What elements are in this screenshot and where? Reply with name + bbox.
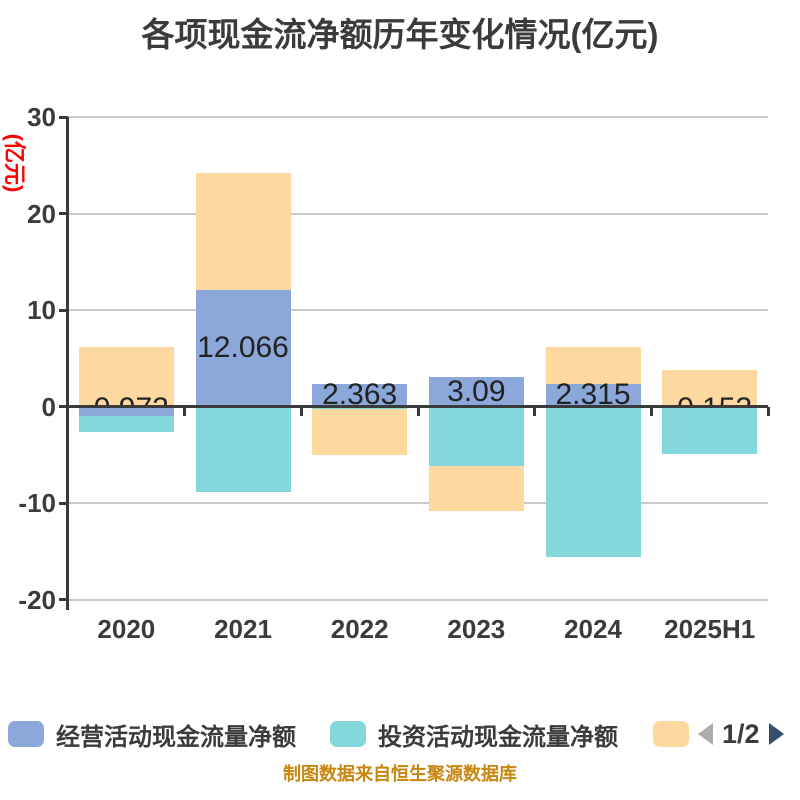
y-axis-tick <box>59 308 68 312</box>
bar-segment-2024-s2[interactable] <box>545 346 641 385</box>
bar-segment-2021-s1[interactable] <box>195 406 291 493</box>
value-label-clip: -0.972 <box>56 393 196 406</box>
bar-segment-2025H1-s1[interactable] <box>662 407 758 455</box>
value-label: 2.315 <box>555 378 631 412</box>
chart-title: 各项现金流净额历年变化情况(亿元) <box>141 16 659 53</box>
bar-segment-2024-s1[interactable] <box>545 406 641 558</box>
category-label-2024: 2024 <box>564 614 622 644</box>
x-axis-tick <box>183 406 187 416</box>
bar-segment-2021-s0[interactable] <box>195 290 291 407</box>
bar-segment-2023-s1[interactable] <box>428 406 524 467</box>
value-label: -0.153 <box>640 393 780 406</box>
category-label-2023: 2023 <box>447 614 506 644</box>
x-axis-tick <box>649 406 653 416</box>
value-label: -0.972 <box>56 393 196 406</box>
gridline <box>68 212 768 215</box>
legend-label-investing: 投资活动现金流量净额 <box>378 723 618 751</box>
x-axis-tick <box>533 406 537 416</box>
value-label: 3.09 <box>447 374 506 408</box>
legend-swatch-investing <box>330 721 366 747</box>
x-axis-tick <box>766 406 770 416</box>
bar-segment-2025H1-s2[interactable] <box>662 370 758 407</box>
y-tick-label: -20 <box>18 584 56 615</box>
gridline <box>68 116 768 118</box>
bar-segment-2023-s0[interactable] <box>428 376 524 407</box>
legend-item-investing[interactable]: 投资活动现金流量净额 <box>330 716 618 752</box>
bar-segment-2020-s0[interactable] <box>78 406 174 416</box>
legend-item-financing[interactable] <box>653 716 701 752</box>
legend-item-operating[interactable]: 经营活动现金流量净额 <box>8 716 296 752</box>
gridline <box>68 598 768 601</box>
y-tick-label: 20 <box>27 198 56 229</box>
gridline <box>68 502 768 504</box>
y-tick-label: 30 <box>27 102 56 132</box>
x-axis-tick <box>416 406 420 416</box>
legend-swatch-operating <box>8 721 44 747</box>
legend: 经营活动现金流量净额 投资活动现金流量净额 1/2 <box>0 716 800 752</box>
legend-swatch-financing <box>653 721 689 747</box>
category-label-2025H1: 2025H1 <box>664 614 756 644</box>
legend-label-operating: 经营活动现金流量净额 <box>56 723 296 751</box>
bar-segment-2023-s2[interactable] <box>428 466 524 511</box>
y-axis-tick <box>59 405 68 408</box>
category-label-2021: 2021 <box>214 614 272 644</box>
y-axis-tick <box>59 501 68 505</box>
category-label-2022: 2022 <box>330 614 389 644</box>
y-axis-tick <box>59 212 68 215</box>
y-tick-label: -10 <box>18 488 56 518</box>
pager-prev-icon[interactable] <box>698 723 713 745</box>
bar-segment-2020-s2[interactable] <box>78 346 174 407</box>
gridline <box>68 309 768 311</box>
y-axis-line <box>66 117 69 610</box>
bar-segment-2021-s2[interactable] <box>195 173 291 291</box>
bar-segment-2024-s0[interactable] <box>545 384 641 407</box>
value-label-clip: -0.153 <box>640 393 780 406</box>
x-axis-tick <box>299 406 303 416</box>
pager-page-label: 1/2 <box>722 718 760 749</box>
y-axis-tick <box>59 115 68 119</box>
value-label: 12.066 <box>197 331 289 365</box>
category-label-2020: 2020 <box>97 614 156 644</box>
y-axis-tick <box>59 598 68 601</box>
source-note: 制图数据来自恒生聚源数据库 <box>283 764 517 784</box>
legend-pager: 1/2 <box>698 716 784 752</box>
bar-segment-2022-s0[interactable] <box>312 383 408 407</box>
pager-next-icon[interactable] <box>768 723 784 745</box>
y-tick-label: 10 <box>27 295 56 325</box>
value-label: 2.363 <box>322 378 398 412</box>
bar-segment-2020-s1[interactable] <box>78 415 174 433</box>
bar-segment-2022-s2[interactable] <box>312 408 408 455</box>
y-tick-label: 0 <box>41 391 56 422</box>
